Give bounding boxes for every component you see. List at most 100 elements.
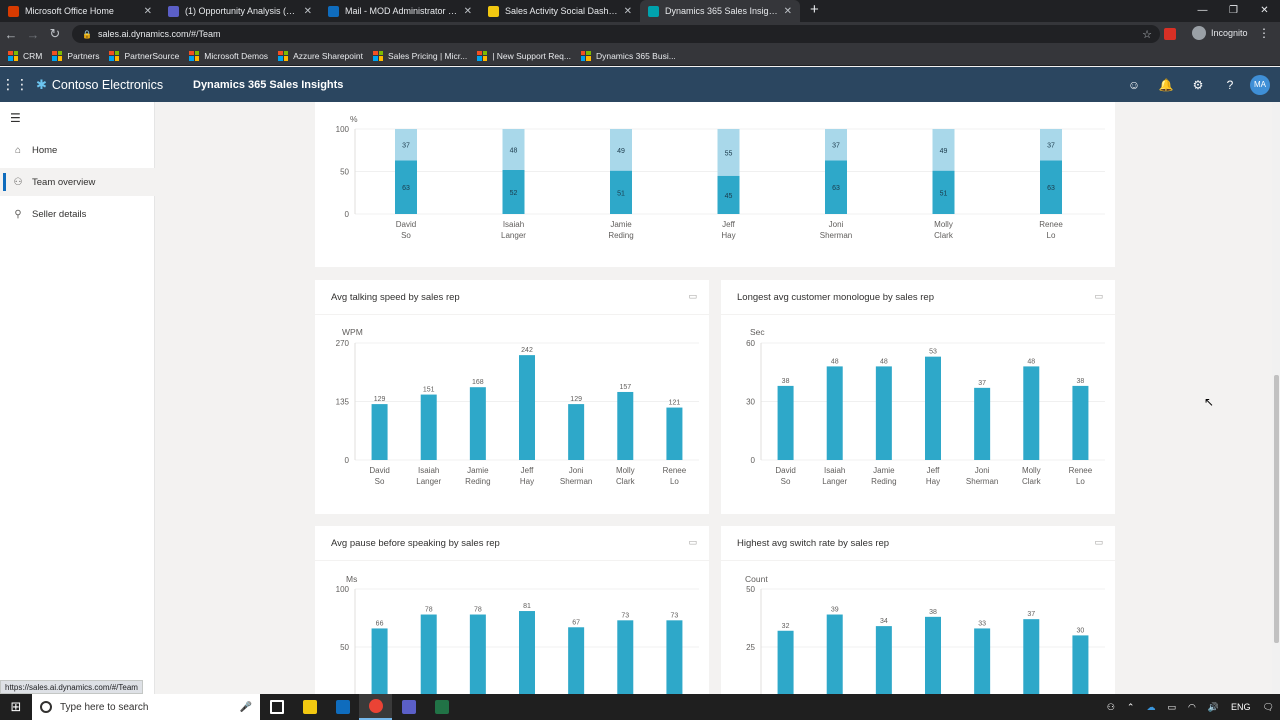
- x-tick-label: Joni: [975, 466, 990, 475]
- incognito-indicator[interactable]: Incognito: [1192, 26, 1248, 40]
- tab-close-icon[interactable]: ✕: [623, 5, 632, 17]
- action-center-icon[interactable]: 🗨: [1262, 701, 1274, 712]
- sidebar-item-home[interactable]: ⌂ Home: [0, 136, 155, 164]
- x-tick-label: Lo: [670, 477, 679, 486]
- sidebar-item-team-overview[interactable]: ⚇ Team overview: [0, 168, 155, 196]
- minimize-icon[interactable]: —: [1197, 5, 1208, 16]
- card-divider: [721, 314, 1115, 315]
- card-comment-icon[interactable]: ▭: [1094, 291, 1103, 301]
- bar: [568, 627, 585, 694]
- team-icon: ⚇: [13, 176, 23, 188]
- bookmark-item[interactable]: Partners: [52, 50, 99, 61]
- sidebar-item-seller-details[interactable]: ⚲ Seller details: [0, 200, 155, 228]
- network-icon[interactable]: ◠: [1187, 701, 1196, 712]
- brand[interactable]: ✱ Contoso Electronics: [36, 77, 186, 93]
- excel-icon[interactable]: [425, 694, 458, 720]
- settings-gear-icon[interactable]: ⚙: [1192, 77, 1204, 92]
- browser-tab[interactable]: (1) Opportunity Analysis (Sales a ✕: [160, 0, 320, 22]
- browser-tab[interactable]: Mail - MOD Administrator - Outl ✕: [320, 0, 480, 22]
- bookmark-item[interactable]: Sales Pricing | Micr...: [373, 50, 467, 61]
- y-tick-label: 135: [336, 398, 350, 407]
- onedrive-icon[interactable]: ☁: [1146, 701, 1156, 712]
- bookmark-favicon-icon: [477, 50, 488, 61]
- bookmark-item[interactable]: Microsoft Demos: [189, 50, 268, 61]
- lock-icon: 🔒: [82, 29, 92, 39]
- browser-menu-icon[interactable]: ⋮: [1258, 26, 1270, 40]
- tab-favicon-icon: [328, 5, 339, 17]
- y-tick-label: 30: [746, 398, 755, 407]
- data-label: 67: [572, 619, 580, 626]
- bookmark-item[interactable]: CRM: [8, 50, 42, 61]
- help-icon[interactable]: ?: [1226, 77, 1234, 92]
- feedback-smiley-icon[interactable]: ☺: [1127, 77, 1141, 92]
- bookmark-item[interactable]: Dynamics 365 Busi...: [580, 50, 676, 61]
- bar-segment: [395, 160, 417, 214]
- volume-icon[interactable]: 🔊: [1207, 701, 1220, 712]
- language-indicator[interactable]: ENG: [1231, 702, 1251, 712]
- forward-icon[interactable]: →: [26, 26, 40, 42]
- browser-tab[interactable]: Microsoft Office Home ✕: [0, 0, 160, 22]
- tab-close-icon[interactable]: ✕: [463, 5, 472, 17]
- browser-tab[interactable]: Dynamics 365 Sales Insights ✕: [640, 0, 800, 22]
- y-axis-label: WPM: [342, 327, 363, 337]
- x-tick-label: Sherman: [820, 231, 852, 240]
- tab-close-icon[interactable]: ✕: [783, 5, 792, 17]
- bookmark-item[interactable]: | New Support Req...: [477, 50, 571, 61]
- x-tick-label: Clark: [934, 231, 954, 240]
- battery-icon[interactable]: ▭: [1167, 701, 1176, 712]
- x-tick-label: Renee: [1039, 220, 1063, 229]
- chrome-icon[interactable]: [359, 694, 392, 720]
- people-icon[interactable]: ⚇: [1106, 701, 1115, 712]
- avatar[interactable]: MA: [1250, 74, 1270, 95]
- back-icon[interactable]: ←: [4, 26, 18, 42]
- bookmark-favicon-icon: [278, 50, 289, 61]
- new-tab-button[interactable]: +: [810, 1, 819, 18]
- tray-chevron-icon[interactable]: ⌃: [1126, 701, 1135, 712]
- data-label: 66: [376, 620, 384, 627]
- app-launcher-icon[interactable]: ⋮⋮: [1, 76, 29, 92]
- card-comment-icon[interactable]: ▭: [688, 537, 697, 547]
- restore-icon[interactable]: ❐: [1229, 5, 1238, 16]
- windows-start-icon[interactable]: ⊞: [10, 699, 22, 714]
- x-tick-label: So: [375, 477, 385, 486]
- bookmark-item[interactable]: PartnerSource: [109, 50, 179, 61]
- task-view-icon[interactable]: [260, 694, 293, 720]
- teams-icon[interactable]: [392, 694, 425, 720]
- x-tick-label: Molly: [616, 466, 635, 475]
- bookmark-star-icon[interactable]: ☆: [1142, 28, 1152, 41]
- vertical-scrollbar-thumb[interactable]: [1274, 375, 1279, 643]
- bookmark-favicon-icon: [189, 50, 200, 61]
- extension-icon[interactable]: [1164, 28, 1176, 40]
- tab-title: Dynamics 365 Sales Insights: [665, 6, 778, 16]
- tab-close-icon[interactable]: ✕: [143, 5, 152, 17]
- x-tick-label: Hay: [520, 477, 534, 486]
- data-label: 81: [523, 603, 531, 610]
- tab-close-icon[interactable]: ✕: [303, 5, 312, 17]
- card-comment-icon[interactable]: ▭: [1094, 537, 1103, 547]
- bookmark-label: | New Support Req...: [492, 50, 571, 61]
- microphone-icon[interactable]: 🎤: [239, 701, 252, 713]
- reload-icon[interactable]: ↻: [49, 26, 61, 41]
- bookmark-item[interactable]: Azzure Sharepoint: [278, 50, 363, 61]
- taskbar-search[interactable]: Type here to search 🎤: [32, 694, 260, 720]
- app-header: ⋮⋮ ✱ Contoso Electronics Dynamics 365 Sa…: [0, 67, 1280, 102]
- hamburger-menu-icon[interactable]: ☰: [10, 111, 21, 125]
- bookmark-favicon-icon: [373, 50, 383, 61]
- x-tick-label: Jeff: [521, 466, 535, 475]
- notifications-bell-icon[interactable]: 🔔: [1158, 77, 1174, 92]
- card-title: Avg talking speed by sales rep: [331, 292, 460, 303]
- browser-tab-strip: Microsoft Office Home ✕ (1) Opportunity An…: [0, 0, 1280, 22]
- outlook-icon[interactable]: [326, 694, 359, 720]
- sidebar-item-label: Home: [32, 144, 58, 156]
- data-label: 55: [725, 150, 733, 157]
- address-bar-row: ← → ↻ 🔒 sales.ai.dynamics.com/#/Team ☆ I…: [0, 22, 1280, 46]
- card-comment-icon[interactable]: ▭: [688, 291, 697, 301]
- file-explorer-icon[interactable]: [293, 694, 326, 720]
- browser-tab[interactable]: Sales Activity Social Dashboard - ✕: [480, 0, 640, 22]
- y-tick-label: 50: [340, 643, 349, 652]
- bar: [826, 614, 843, 694]
- url-input[interactable]: 🔒 sales.ai.dynamics.com/#/Team ☆: [72, 25, 1160, 43]
- x-tick-label: Jamie: [467, 466, 489, 475]
- close-window-icon[interactable]: ✕: [1260, 5, 1269, 16]
- x-tick-label: David: [369, 466, 389, 475]
